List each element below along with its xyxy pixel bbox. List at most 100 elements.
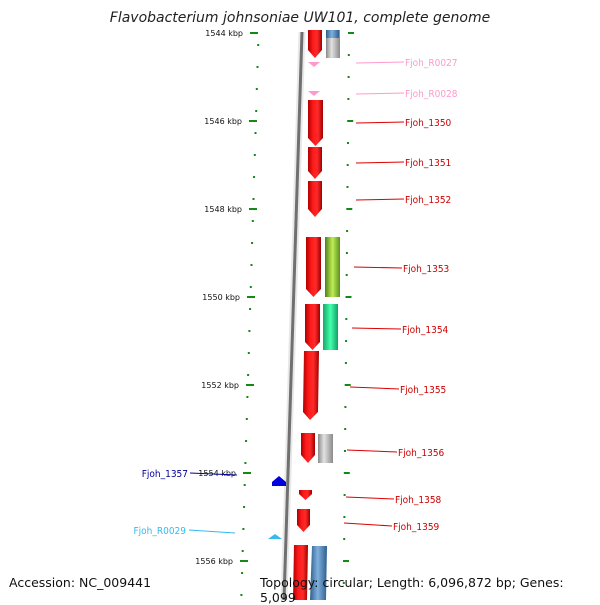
ruler-minor-tick [247,352,250,354]
ruler-minor-tick [251,242,254,244]
ruler-minor-tick [255,110,258,112]
gene-label[interactable]: Fjoh_1356 [398,448,445,459]
ruler-label: 1546 kbp [204,117,242,126]
outer-track-tick [344,384,351,386]
gene-arrow [303,351,319,420]
gene-label[interactable]: Fjoh_1353 [403,264,449,275]
outer-track-tick [345,252,348,254]
ruler-minor-tick [254,132,257,134]
outer-track-tick [344,362,347,364]
outer-track-tick [343,538,346,540]
outer-track-tick [345,274,348,276]
ruler-minor-tick [255,88,258,90]
ruler-minor-tick [241,572,244,574]
gene-arrow [305,304,320,350]
label-connectors [188,61,405,534]
ruler-label: 1544 kbp [205,29,243,38]
gene-label[interactable]: Fjoh_1350 [405,118,452,129]
ruler-minor-tick [252,198,255,200]
outer-track-tick [346,186,349,188]
gene-arrow-reverse [272,476,286,486]
ruler-minor-tick [249,286,252,288]
ruler-minor-tick [240,594,243,596]
gene-label[interactable]: Fjoh_1358 [395,495,442,506]
ruler-minor-tick [245,440,248,442]
ruler-label: 1554 kbp [198,469,236,478]
outer-track-tick [342,582,345,584]
ruler-minor-tick [247,374,250,376]
outer-track-tick [348,32,354,34]
outer-track-tick [344,406,347,408]
gene-labels: Fjoh_R0027 Fjoh_R0028 Fjoh_1350 Fjoh_135… [133,58,457,537]
outer-track-tick [347,142,349,144]
ruler-major: 1544 kbp 1546 kbp 1548 kbp 1550 kbp 1552… [195,29,258,566]
outer-track-tick [345,318,348,320]
gene-label[interactable]: Fjoh_1351 [405,158,451,169]
outer-track-tick [347,98,350,100]
trna-marker [308,91,320,96]
trna-marker-reverse [268,534,282,539]
ruler-label: 1552 kbp [201,381,239,390]
outer-track-tick [347,120,354,122]
outer-track-tick [343,516,346,518]
ruler-minor-tick [253,154,256,156]
topology-text: Topology: circular; Length: 6,096,872 bp… [260,575,564,605]
ruler-minor-tick [253,176,256,178]
ruler-minor-tick [249,308,252,310]
outer-track-tick [346,208,353,210]
outer-track-tick [344,428,347,430]
ruler-minor-tick [244,462,247,464]
ruler-minor-tick [246,396,249,398]
outer-track-tick [343,472,350,474]
trna-marker [308,62,320,67]
gene-arrow [306,237,321,297]
gene-label[interactable]: Fjoh_1359 [393,522,440,533]
category-track [310,30,340,600]
accession-text: Accession: NC_009441 [9,575,152,590]
outer-track-tick [346,164,349,166]
gene-arrow [297,509,310,532]
ruler-label: 1556 kbp [195,557,233,566]
gene-label[interactable]: Fjoh_1352 [405,195,451,206]
gene-arrow [299,490,312,500]
category-block-gray [318,434,333,463]
gene-arrow [308,147,322,179]
category-block-mint [323,304,338,350]
outer-track-tick [343,494,346,496]
gene-label[interactable]: Fjoh_1355 [400,385,446,396]
outer-track-tick [345,340,348,342]
gene-label[interactable]: Fjoh_R0028 [405,89,458,100]
gene-label[interactable]: Fjoh_R0027 [405,58,458,69]
outer-track-tick [347,54,350,56]
gene-arrow [293,545,308,600]
outer-track-tick [346,230,349,232]
category-block-yellowgreen [325,237,340,297]
map-title: Flavobacterium johnsoniae UW101, complet… [109,10,491,26]
outer-track-ticks [342,32,354,584]
gene-arrow [308,181,322,217]
ruler-minor-ticks [240,44,260,596]
gene-label[interactable]: Fjoh_1354 [402,325,449,336]
category-block-blue [310,546,327,600]
gene-arrow [308,100,323,146]
ruler-minor-tick [243,484,246,486]
gene-label[interactable]: Fjoh_1357 [142,469,188,480]
ruler-minor-tick [251,220,254,222]
ruler-minor-tick [242,528,245,530]
ruler-label: 1548 kbp [204,205,242,214]
ruler-minor-tick [250,264,253,266]
outer-track-tick [345,296,352,298]
ruler-minor-tick [248,330,251,332]
outer-track-tick [343,560,349,562]
reverse-strand-genes [268,476,286,539]
ruler-minor-tick [243,506,246,508]
genome-backbone-core [282,31,304,600]
ruler-label: 1550 kbp [202,293,240,302]
gene-arrow [301,433,315,463]
outer-track-tick [347,76,350,78]
ruler-minor-tick [241,550,244,552]
ruler-minor-tick [245,418,248,420]
gene-label[interactable]: Fjoh_R0029 [133,526,186,537]
category-block-blue [326,30,339,38]
